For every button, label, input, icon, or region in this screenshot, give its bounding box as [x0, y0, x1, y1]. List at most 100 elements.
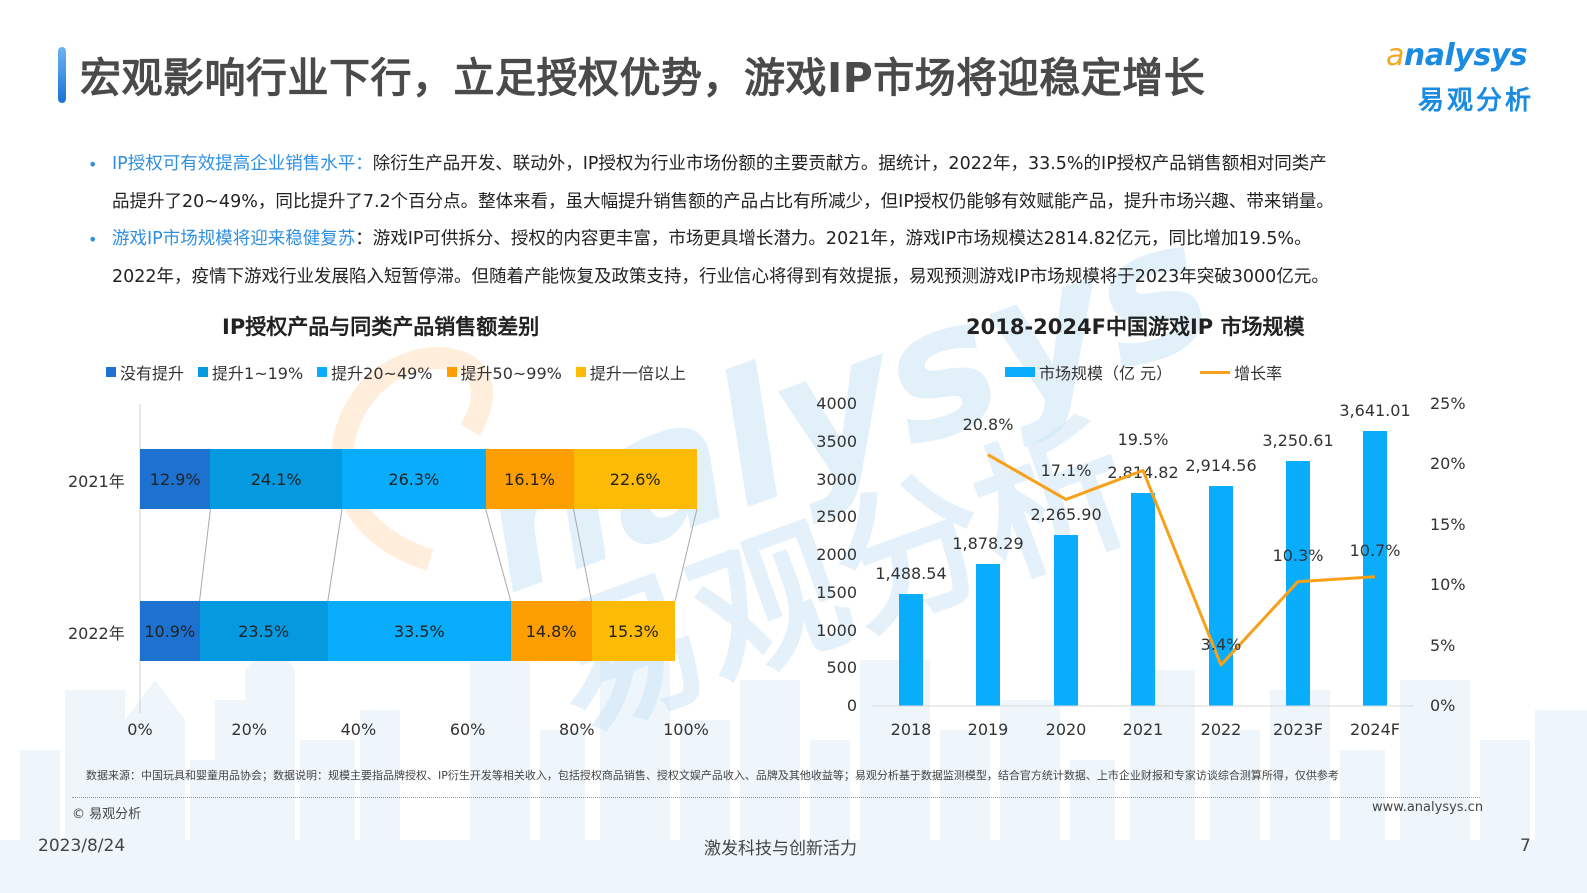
y-right-tick-label: 15% [1430, 514, 1466, 534]
y-left-tick-label: 500 [826, 658, 857, 678]
left-chart-title: IP授权产品与同类产品销售额差别 [222, 315, 540, 339]
growth-rate-label: 3.4% [1200, 634, 1242, 654]
legend-label: 提升一倍以上 [589, 364, 686, 383]
y-right-tick-label: 5% [1430, 635, 1456, 655]
legend-item-growth-rate: 增长率 [1200, 360, 1282, 384]
x-tick-label: 20% [231, 720, 267, 739]
y-right-tick-label: 0% [1430, 696, 1456, 715]
x-tick-label: 2024F [1350, 720, 1400, 739]
bullet-text: 除衍生产品开发、联动外，IP授权为行业市场份额的主要贡献方。据统计，2022年，… [372, 154, 1327, 174]
x-tick-label: 2023F [1273, 720, 1323, 739]
bar-segment: 23.5% [199, 601, 328, 661]
right-chart-plot: 0 500 1000 1500 2000 2500 3000 3500 4000 0% 5% 10% 1… [816, 394, 1466, 739]
legend-swatch [575, 367, 586, 377]
website-link[interactable]: www.analysys.cn [1372, 800, 1484, 815]
y-left-tick-label: 0 [846, 696, 857, 715]
bar-segment: 10.9% [140, 601, 200, 661]
bullet-text-continued: 2022年，疫情下游戏行业发展陷入短暂停滞。但随着产能恢复及政策支持，行业信心将… [112, 266, 1329, 287]
page-title: 宏观影响行业下行，立足授权优势，游戏IP市场将迎稳定增长 [80, 54, 1206, 102]
right-chart-title: 2018-2024F中国游戏IP 市场规模 [966, 315, 1305, 339]
legend-item: 提升1~19% [198, 360, 303, 384]
bar-value-label: 2,914.56 [1185, 455, 1257, 475]
x-tick-label: 0% [127, 720, 153, 739]
right-chart-legend: 市场规模（亿 元） 增长率 [1005, 360, 1296, 384]
legend-item: 提升一倍以上 [575, 360, 686, 384]
legend-label: 提升1~19% [212, 364, 304, 383]
bar-segment: 12.9% [140, 449, 211, 509]
growth-rate-line [872, 453, 1414, 707]
bar-segment: 16.1% [485, 449, 574, 509]
legend-swatch [106, 367, 116, 377]
growth-rate-label: 19.5% [1117, 430, 1169, 450]
bullet-text: ：游戏IP可供拆分、授权的内容更丰富，市场更具增长潜力。2021年，游戏IP市场… [355, 229, 1312, 249]
bar-value-label: 3,250.61 [1262, 430, 1334, 450]
bar-segment: 15.3% [591, 601, 676, 661]
y-left-tick-label: 3000 [816, 469, 857, 489]
y-left-tick-label: 2000 [816, 545, 857, 564]
logo-text-cn: 易观分析 [1418, 86, 1535, 116]
market-size-bar [976, 564, 1000, 706]
growth-rate-label: 10.7% [1349, 540, 1401, 560]
legend-swatch [1200, 370, 1231, 374]
bullet-highlight: 游戏IP市场规模将迎来稳健复苏 [112, 229, 356, 249]
bar-segment: 24.1% [210, 449, 342, 509]
x-tick-label: 2018 [890, 720, 932, 739]
bullet-text-continued: 品提升了20~49%，同比提升了7.2个百分点。整体来看，虽大幅提升销售额的产品… [112, 191, 1334, 212]
growth-rate-label: 17.1% [1040, 461, 1092, 481]
legend-item-market-size: 市场规模（亿 元） [1005, 360, 1172, 384]
y-left-tick-label: 3500 [816, 431, 857, 451]
bar-segment: 33.5% [327, 601, 511, 661]
y-left-tick-label: 2500 [816, 507, 857, 527]
summary-bullets: • IP授权可有效提高企业销售水平：除衍生产品开发、联动外，IP授权为行业市场份… [86, 146, 1476, 296]
y-right-tick-label: 25% [1430, 394, 1466, 413]
bullet-dot-icon: • [88, 155, 98, 174]
market-size-bar [1363, 431, 1387, 706]
bar-value-label: 3,641.01 [1339, 401, 1411, 421]
bar-value-label: 1,878.29 [952, 534, 1024, 554]
bar-segment: 14.8% [510, 601, 592, 661]
x-tick-label: 60% [449, 720, 486, 739]
bullet-item: • IP授权可有效提高企业销售水平：除衍生产品开发、联动外，IP授权为行业市场份… [86, 146, 1476, 221]
x-tick-label: 80% [559, 720, 595, 739]
x-tick-label: 40% [340, 720, 377, 739]
bullet-dot-icon: • [88, 230, 98, 249]
x-tick-label: 2022 [1200, 720, 1242, 739]
title-accent-bar [58, 47, 66, 103]
y-right-tick-label: 20% [1430, 454, 1466, 474]
copyright: © 易观分析 [72, 807, 142, 822]
page-number: 7 [1520, 836, 1531, 856]
market-size-bar [1054, 534, 1078, 706]
y-right-tick-label: 10% [1430, 575, 1466, 595]
market-size-bar [899, 593, 923, 706]
footer-divider [72, 797, 1480, 798]
bar-segment: 22.6% [573, 449, 697, 509]
bar-value-label: 2,265.90 [1030, 504, 1102, 524]
growth-rate-label: 20.8% [962, 414, 1014, 434]
legend-item: 没有提升 [106, 360, 184, 384]
city-skyline-background [0, 640, 1587, 893]
x-tick-label: 2019 [967, 720, 1009, 739]
slogan: 激发科技与创新活力 [704, 839, 857, 859]
analysys-logo: analysys [1386, 38, 1528, 73]
x-tick-label: 2021 [1122, 720, 1164, 739]
x-tick-label: 2020 [1045, 720, 1087, 739]
logo-swoosh-a: a [1386, 38, 1404, 73]
bar-value-label: 1,488.54 [875, 563, 947, 583]
category-label: 2022年 [68, 624, 125, 643]
y-left-tick-label: 4000 [816, 394, 857, 413]
bullet-highlight: IP授权可有效提高企业销售水平： [112, 154, 373, 174]
growth-rate-label: 10.3% [1272, 545, 1324, 565]
report-date: 2023/8/24 [38, 836, 126, 856]
y-left-tick-label: 1000 [816, 620, 857, 640]
bullet-item: • 游戏IP市场规模将迎来稳健复苏：游戏IP可供拆分、授权的内容更丰富，市场更具… [86, 221, 1476, 296]
legend-label: 没有提升 [120, 364, 185, 383]
legend-label: 市场规模（亿 元） [1039, 364, 1173, 383]
data-source-note: 数据来源：中国玩具和婴童用品协会；数据说明：规模主要指品牌授权、IP衍生开发等相… [86, 769, 1339, 782]
legend-swatch [1005, 367, 1035, 377]
x-tick-label: 100% [663, 720, 709, 739]
y-left-tick-label: 1500 [816, 582, 857, 602]
legend-swatch [317, 367, 328, 377]
market-size-bar [1209, 485, 1233, 706]
market-size-bar [1131, 493, 1155, 706]
category-label: 2021年 [68, 472, 125, 491]
